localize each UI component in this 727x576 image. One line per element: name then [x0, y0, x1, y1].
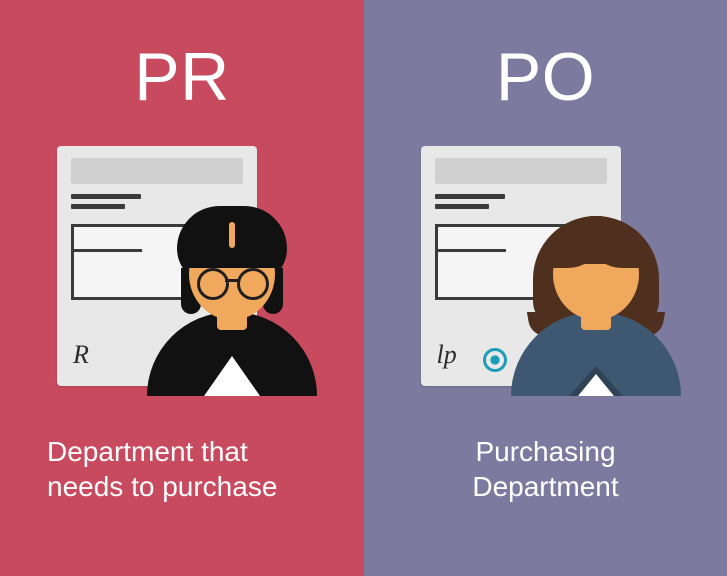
person-avatar-icon	[147, 206, 317, 396]
po-panel: PO lp Purchasing Department	[364, 0, 727, 576]
po-title: PO	[496, 38, 595, 116]
glasses-icon	[197, 268, 267, 292]
infographic-root: PR R Department that needs to p	[0, 0, 727, 576]
person-avatar-icon	[511, 206, 681, 396]
pr-illustration: R	[47, 146, 317, 396]
pr-panel: PR R Department that needs to p	[0, 0, 364, 576]
pr-caption: Department that needs to purchase	[47, 434, 317, 504]
stamp-icon	[483, 348, 507, 372]
pr-title: PR	[134, 38, 229, 116]
signature-icon: lp	[437, 340, 457, 370]
signature-icon: R	[73, 340, 89, 370]
po-illustration: lp	[411, 146, 681, 396]
po-caption: Purchasing Department	[411, 434, 681, 504]
